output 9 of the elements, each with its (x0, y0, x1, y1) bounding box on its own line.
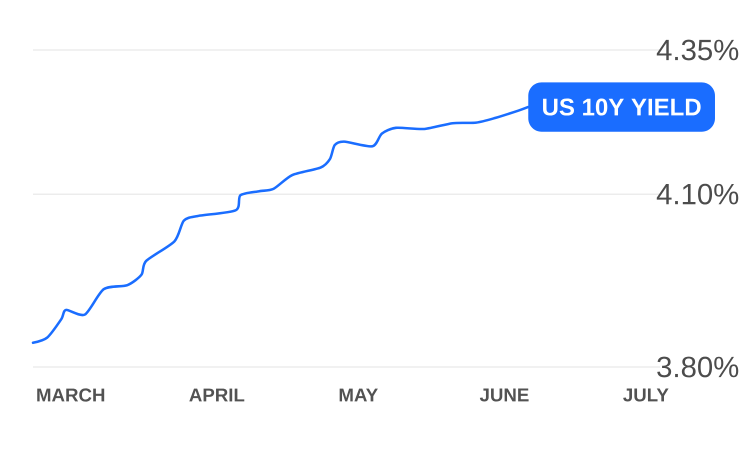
x-tick-label: JUNE (480, 388, 529, 402)
y-tick-label: 4.35% (656, 40, 738, 60)
x-tick-label: JULY (623, 388, 669, 402)
y-tick-label: 4.10% (656, 184, 738, 204)
x-tick-label: MAY (340, 388, 378, 402)
series-label: US 10Y YIELD (543, 98, 701, 116)
y-tick-label: 3.80% (657, 356, 738, 378)
x-tick-label: APRIL (189, 388, 244, 402)
x-tick-label: MARCH (37, 388, 104, 402)
